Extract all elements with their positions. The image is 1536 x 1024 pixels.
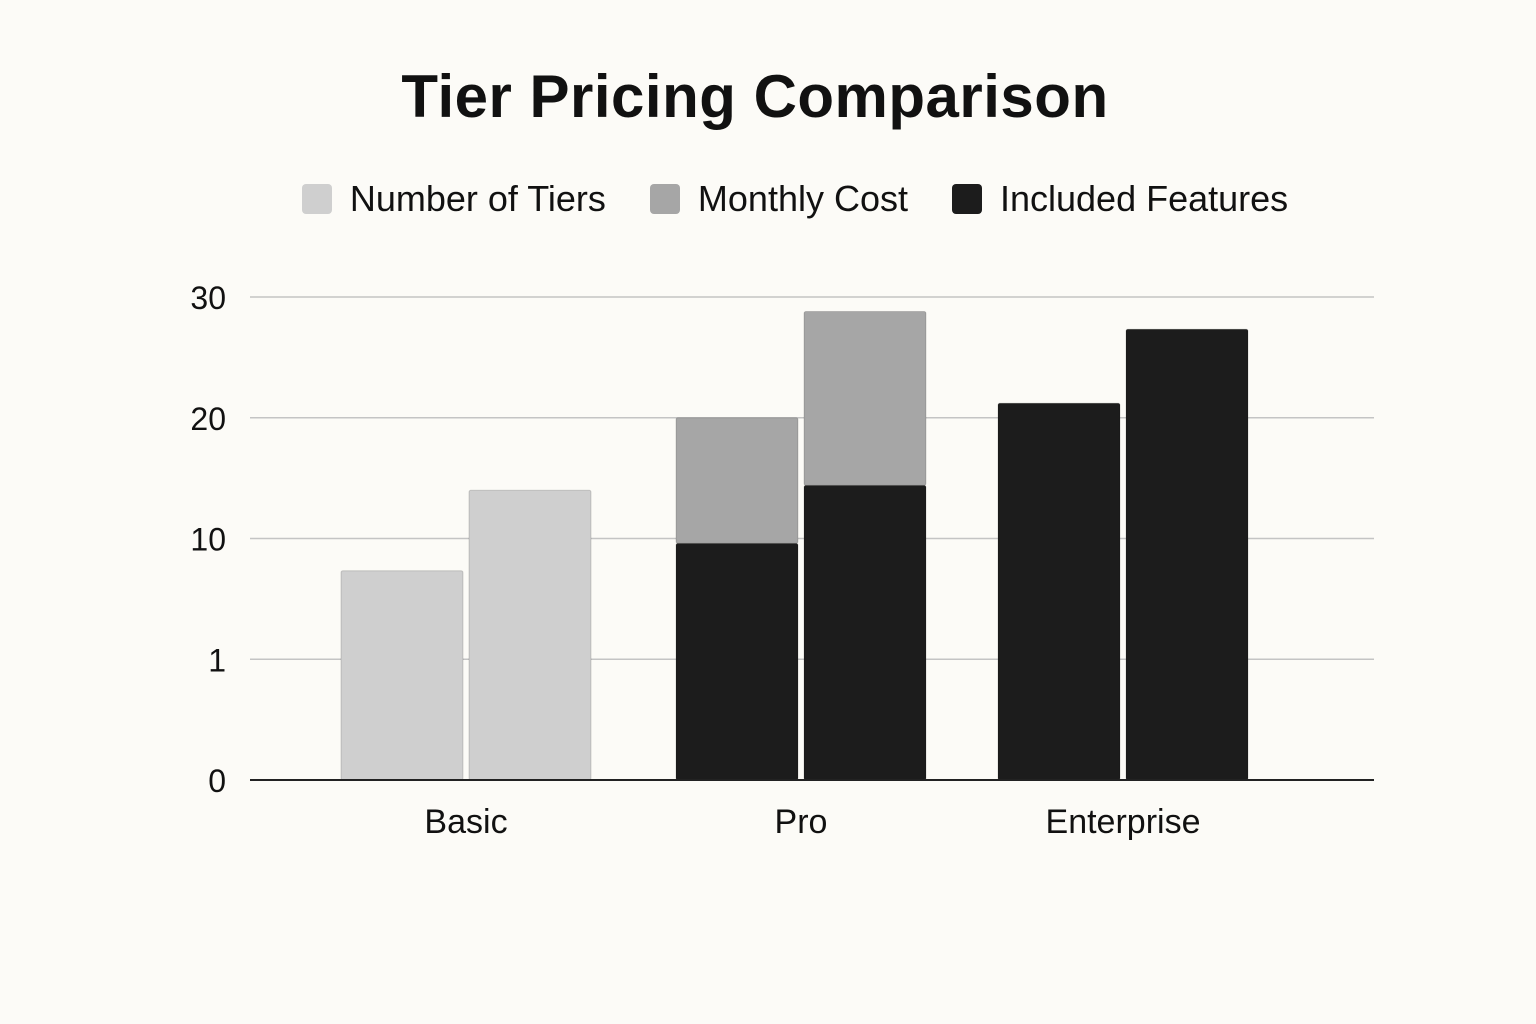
x-category-label: Enterprise — [1046, 803, 1201, 841]
y-tick-label: 20 — [190, 401, 226, 437]
legend-item-included-features: Included Features — [951, 178, 1289, 220]
legend-swatch-number-of-tiers — [301, 184, 332, 214]
legend-label-monthly-cost: Monthly Cost — [697, 178, 908, 219]
x-category-label: Pro — [775, 803, 828, 841]
bar-segment — [675, 542, 799, 781]
bar-segment — [675, 417, 799, 544]
x-category-label: Basic — [424, 803, 507, 841]
chart-title: Tier Pricing Comparison — [401, 63, 1109, 130]
legend-label-number-of-tiers: Number of Tiers — [349, 178, 606, 219]
y-tick-label: 1 — [208, 642, 226, 678]
bar-segment — [803, 484, 927, 781]
chart-legend: Number of Tiers Monthly Cost Included Fe… — [0, 178, 1536, 220]
legend-swatch-monthly-cost — [649, 184, 680, 214]
bar-segment — [468, 489, 592, 781]
axes: 0 1 10 20 30 Basic Pro Enterprise — [190, 280, 1374, 841]
bar-segment — [803, 310, 927, 486]
bar-segment — [340, 570, 464, 781]
legend-label-included-features: Included Features — [999, 178, 1289, 219]
bars — [340, 310, 1249, 781]
y-tick-label: 30 — [190, 280, 226, 316]
legend-item-number-of-tiers: Number of Tiers — [301, 178, 606, 220]
bar-segment — [1125, 328, 1249, 781]
y-tick-label: 0 — [208, 763, 226, 799]
legend-swatch-included-features — [951, 184, 982, 214]
y-tick-label: 10 — [190, 522, 226, 558]
legend-item-monthly-cost: Monthly Cost — [649, 178, 908, 220]
bar-segment — [997, 402, 1121, 781]
